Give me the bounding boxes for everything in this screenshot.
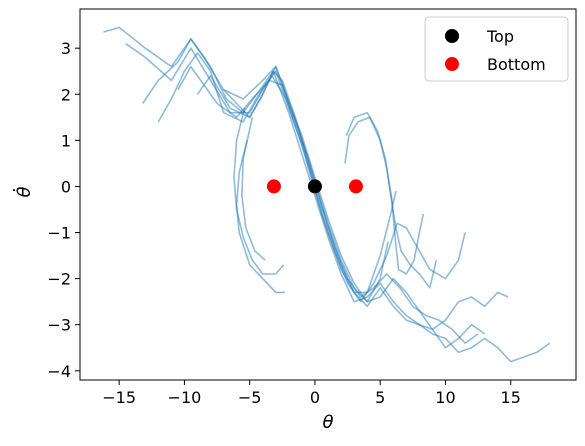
trajectory-line-7 — [223, 70, 466, 303]
bottom-marker-3 — [348, 179, 363, 194]
y-tick-label: −1 — [47, 224, 71, 243]
trajectory-line-8 — [235, 140, 285, 294]
series-layer — [103, 26, 551, 363]
trajectory-line-10 — [241, 117, 266, 261]
y-tick-label: 1 — [61, 131, 71, 150]
x-axis-ticks: −15 −10 −5 0 5 10 15 — [102, 380, 521, 407]
trajectory-line-9 — [233, 107, 285, 275]
plot-area — [79, 8, 577, 381]
y-tick-label: 3 — [61, 39, 71, 58]
trajectory-line-12 — [345, 111, 438, 289]
y-tick-label: −4 — [47, 362, 71, 381]
top-marker-1 — [307, 179, 322, 194]
marker-layer — [266, 179, 363, 194]
legend-marker-top — [445, 29, 459, 43]
y-tick-label: 0 — [61, 177, 71, 196]
legend-marker-bottom — [445, 57, 459, 71]
x-tick-label: 15 — [501, 388, 521, 407]
y-tick-label: −3 — [47, 316, 71, 335]
x-tick-label: −5 — [238, 388, 262, 407]
x-tick-label: −15 — [102, 388, 136, 407]
x-tick-label: 10 — [435, 388, 455, 407]
legend-label-bottom: Bottom — [487, 55, 546, 74]
x-tick-label: 5 — [375, 388, 385, 407]
legend-box — [424, 16, 569, 82]
x-axis-label: θ — [322, 412, 333, 433]
legend-items: Top Bottom — [445, 27, 546, 74]
y-axis-ticks: −4 −3 −2 −1 0 1 2 3 — [47, 39, 80, 381]
y-axis-label: θ̇ — [12, 186, 35, 197]
legend-label-top: Top — [486, 27, 514, 46]
plot-frame — [79, 8, 577, 381]
bottom-marker-2 — [266, 179, 281, 194]
y-tick-label: −2 — [47, 270, 71, 289]
legend: Top Bottom — [424, 16, 569, 82]
trajectory-line-5 — [177, 65, 479, 344]
x-tick-label: −10 — [168, 388, 202, 407]
x-tick-label: 0 — [310, 388, 320, 407]
y-tick-label: 2 — [61, 85, 71, 104]
